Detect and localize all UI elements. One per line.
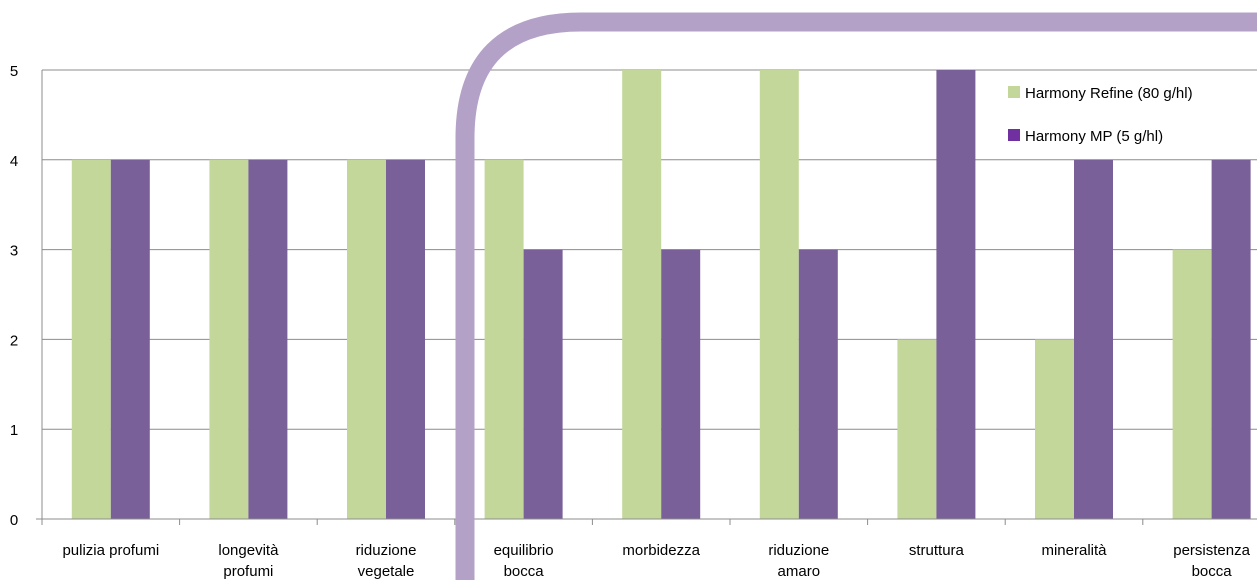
bar-refine	[1035, 339, 1074, 519]
bar-mp	[1074, 159, 1113, 520]
bar-mp	[936, 70, 976, 519]
bar-refine	[209, 159, 249, 520]
bar-mp	[386, 159, 425, 520]
bar-mp	[248, 159, 288, 520]
bar-mp	[1211, 159, 1251, 520]
y-axis-tick-labels: 0 1 2 3 4 5	[10, 63, 18, 529]
y-tick-label: 4	[10, 153, 18, 170]
x-tick-label: riduzione amaro	[768, 542, 829, 580]
axes	[36, 70, 1257, 525]
bar-mp	[523, 249, 563, 519]
bar-refine	[622, 70, 662, 519]
highlight-callout	[455, 12, 1257, 582]
y-tick-label: 3	[10, 243, 18, 260]
x-tick-label: equilibrio bocca	[494, 542, 554, 580]
bar-refine	[1172, 249, 1212, 519]
legend-label: Harmony Refine (80 g/hl)	[1025, 85, 1193, 102]
y-tick-label: 2	[10, 332, 18, 349]
y-tick-label: 5	[10, 63, 18, 80]
bar-mp	[110, 159, 150, 520]
bars	[71, 70, 1251, 520]
callout-frame	[455, 12, 1257, 582]
x-tick-label: riduzione vegetale	[356, 542, 417, 580]
legend: Harmony Refine (80 g/hl) Harmony MP (5 g/…	[1008, 85, 1193, 145]
bar-refine	[759, 70, 799, 519]
legend-swatch	[1008, 86, 1020, 98]
x-tick-label: mineralità	[1041, 542, 1107, 559]
x-tick-label: longevità profumi	[218, 542, 279, 580]
bar-mp	[798, 249, 838, 519]
bar-refine	[71, 159, 111, 520]
x-axis-tick-labels: pulizia profumi longevità profumi riduzione…	[62, 542, 1250, 580]
x-tick-label: persistenza bocca	[1173, 542, 1250, 580]
bar-refine	[897, 339, 937, 519]
bar-mp	[661, 249, 701, 519]
bar-refine	[484, 159, 524, 520]
legend-label: Harmony MP (5 g/hl)	[1025, 128, 1163, 145]
y-tick-label: 0	[10, 512, 18, 529]
x-tick-label: morbidezza	[622, 542, 700, 559]
bar-refine	[347, 159, 386, 520]
x-tick-label: pulizia profumi	[62, 542, 159, 559]
x-tick-label: struttura	[909, 542, 965, 559]
y-tick-label: 1	[10, 422, 18, 439]
legend-swatch	[1008, 129, 1020, 141]
